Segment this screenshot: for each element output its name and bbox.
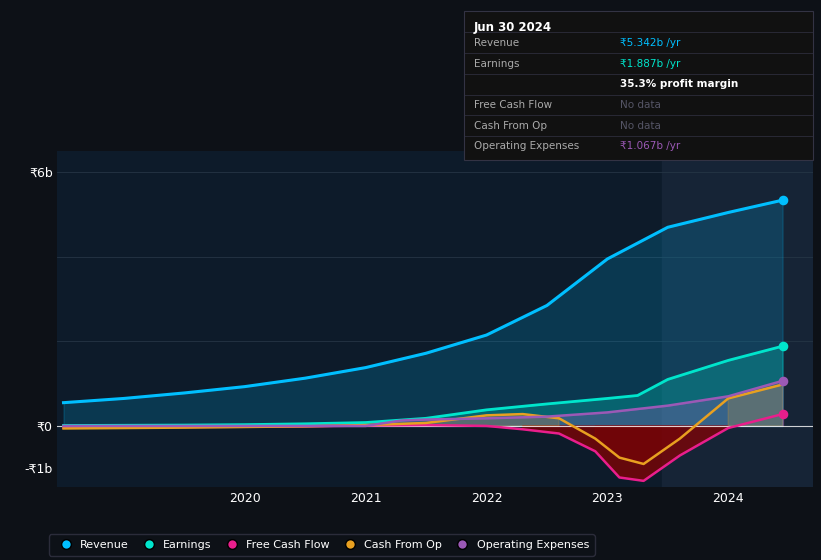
Point <box>776 376 789 385</box>
Text: Cash From Op: Cash From Op <box>474 121 547 130</box>
Text: 35.3% profit margin: 35.3% profit margin <box>620 80 738 89</box>
Point <box>776 342 789 351</box>
Text: Jun 30 2024: Jun 30 2024 <box>474 21 552 34</box>
Text: Revenue: Revenue <box>474 38 519 48</box>
Point <box>776 195 789 204</box>
Text: No data: No data <box>620 100 661 110</box>
Point <box>776 409 789 418</box>
Text: No data: No data <box>620 121 661 130</box>
Text: ₹1.067b /yr: ₹1.067b /yr <box>620 142 680 151</box>
Legend: Revenue, Earnings, Free Cash Flow, Cash From Op, Operating Expenses: Revenue, Earnings, Free Cash Flow, Cash … <box>49 534 594 556</box>
Bar <box>662 151 813 487</box>
Text: Operating Expenses: Operating Expenses <box>474 142 579 151</box>
Text: Free Cash Flow: Free Cash Flow <box>474 100 552 110</box>
Text: Earnings: Earnings <box>474 59 519 68</box>
Text: ₹5.342b /yr: ₹5.342b /yr <box>620 38 681 48</box>
Text: ₹1.887b /yr: ₹1.887b /yr <box>620 59 681 68</box>
